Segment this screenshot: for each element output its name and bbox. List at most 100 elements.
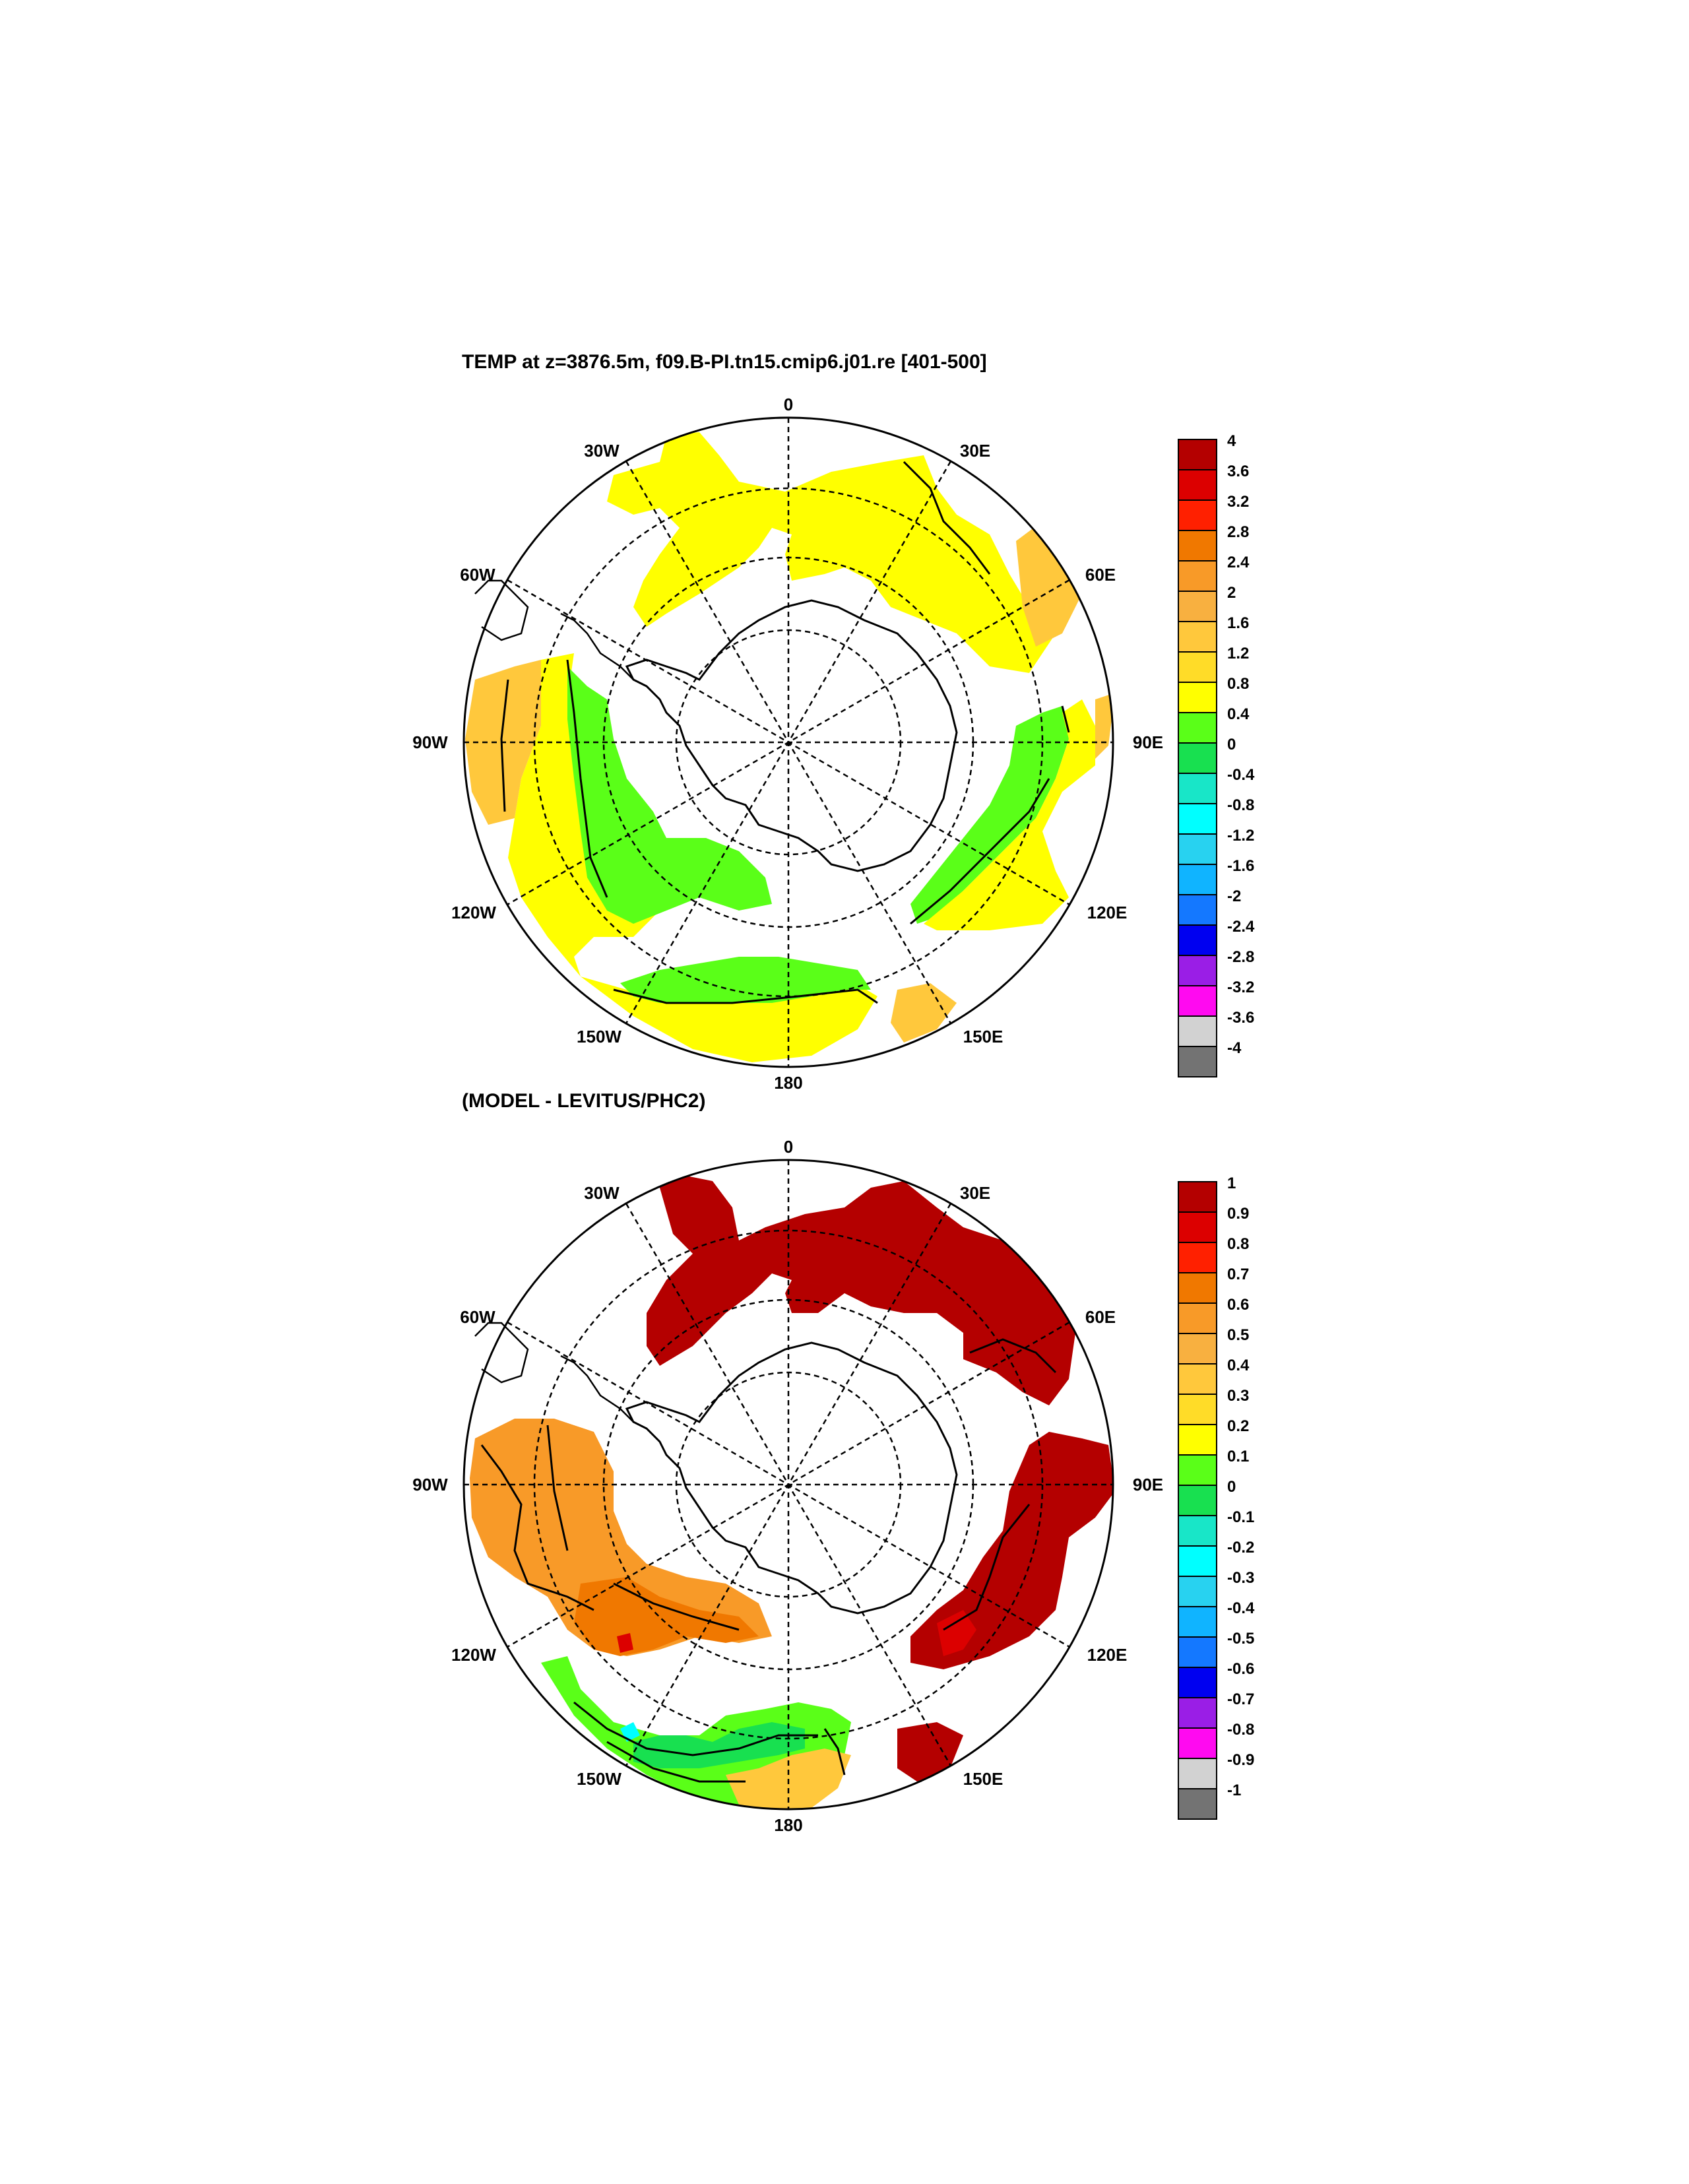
- diff-field: [470, 1174, 1113, 1809]
- colorbar-label: 2: [1227, 584, 1236, 602]
- colorbar-swatch: [1178, 894, 1217, 926]
- region-pacific-orange: [465, 660, 548, 825]
- temp-field: [465, 432, 1113, 1062]
- map-boundary-1: [462, 416, 1114, 1068]
- colorbar-label: -0.9: [1227, 1751, 1254, 1769]
- region-atlantic-warm: [607, 432, 1056, 673]
- lon-label-90w: 90W: [412, 1475, 448, 1494]
- colorbar-label: 2.4: [1227, 554, 1250, 571]
- lon-label-30e: 30E: [960, 1183, 990, 1203]
- lon-label-30w: 30W: [584, 441, 620, 461]
- south-america-tip-2: [474, 1322, 529, 1384]
- colorbar-label: 2.8: [1227, 523, 1249, 541]
- colorbar-label: -2: [1227, 887, 1241, 905]
- colorbar-swatch: [1178, 864, 1217, 895]
- colorbar-label: -0.5: [1227, 1630, 1254, 1648]
- colorbar-swatch: [1178, 1697, 1217, 1729]
- lon-label-120w: 120W: [451, 1645, 496, 1665]
- colorbar-label: 0.5: [1227, 1326, 1249, 1344]
- lon-labels-2: 0 30E 60E 90E 120E 150E 180 150W 120W 90…: [412, 1137, 1163, 1835]
- colorbar-label: 3.6: [1227, 463, 1249, 480]
- colorbar-swatch: [1178, 1363, 1217, 1395]
- colorbar-label: 0.4: [1227, 1357, 1250, 1374]
- colorbar-swatch: [1178, 651, 1217, 683]
- colorbar-label: 0.9: [1227, 1205, 1249, 1223]
- antarctica-coastline-2: [625, 1341, 958, 1615]
- region-pacific-green: [567, 666, 772, 924]
- colorbar-label: 0.4: [1227, 705, 1250, 723]
- lon-label-180: 180: [774, 1073, 802, 1093]
- region-east-indian-red: [937, 1610, 976, 1656]
- meridians-1: [464, 418, 1113, 1067]
- meridians-2: [464, 1160, 1113, 1809]
- colorbar-label: -1.6: [1227, 857, 1254, 875]
- colorbar-label: 0.1: [1227, 1448, 1249, 1465]
- lon-label-60e: 60E: [1085, 565, 1116, 585]
- lon-label-60w: 60W: [460, 565, 495, 585]
- colorbar-label: -0.2: [1227, 1539, 1254, 1557]
- colorbar-swatch: [1178, 469, 1217, 501]
- colorbar-swatch: [1178, 439, 1217, 470]
- lon-label-90e: 90E: [1133, 1475, 1163, 1494]
- colorbar-swatch: [1178, 1727, 1217, 1759]
- colorbar-label: -3.2: [1227, 979, 1254, 996]
- colorbar-label: 4: [1227, 432, 1236, 450]
- colorbar-swatch: [1178, 1046, 1217, 1077]
- lon-label-30w: 30W: [584, 1183, 620, 1203]
- colorbar-swatch: [1178, 955, 1217, 986]
- colorbar-swatch: [1178, 591, 1217, 622]
- colorbar-label: -2.8: [1227, 948, 1254, 966]
- colorbar-label: -4: [1227, 1039, 1242, 1057]
- region-pacific-orange-2: [470, 1419, 772, 1656]
- region-ross-green: [620, 957, 871, 1003]
- colorbar-label: 0.3: [1227, 1387, 1249, 1405]
- lon-label-60w: 60W: [460, 1307, 495, 1327]
- colorbar-swatch: [1178, 1394, 1217, 1425]
- colorbar-2: 1 0.9 0.8 0.7 0.6 0.5 0.4 0.3 0.2 0.1 0 -0.1 -0.2 -0.…: [1178, 1174, 1255, 1820]
- map-panel-1: 0 30E 60E 90E 120E 150E 180 150W 120W 90…: [412, 395, 1255, 1093]
- region-east-indian-dark-red: [910, 1432, 1113, 1669]
- colorbar-swatch: [1178, 1211, 1217, 1243]
- panel2-title: (MODEL - LEVITUS/PHC2): [462, 1090, 706, 1112]
- lon-label-90e: 90E: [1133, 732, 1163, 752]
- antarctic-peninsula-2: [560, 1355, 634, 1423]
- colorbar-label: -0.8: [1227, 1721, 1254, 1739]
- region-east-indian-yellow: [924, 699, 1095, 930]
- lon-label-0: 0: [784, 1137, 793, 1157]
- colorbar-1: 4 3.6 3.2 2.8 2.4 2 1.6 1.2 0.8 0.4 0 -0.4 -0.8 -1.2 -…: [1178, 432, 1255, 1077]
- region-ne-orange: [1095, 693, 1113, 759]
- region-pacific-red-spot: [617, 1633, 633, 1653]
- colorbar-label: 0.7: [1227, 1266, 1249, 1283]
- map-boundary-2: [462, 1159, 1114, 1811]
- colorbar-swatch: [1178, 833, 1217, 865]
- colorbar-label: -0.3: [1227, 1569, 1254, 1587]
- lon-label-120e: 120E: [1087, 1645, 1128, 1665]
- colorbar-swatch: [1178, 773, 1217, 804]
- colorbar-swatch: [1178, 1272, 1217, 1304]
- colorbar-swatch: [1178, 1545, 1217, 1577]
- colorbar-label: -0.6: [1227, 1660, 1254, 1678]
- colorbar-label: 0.8: [1227, 675, 1249, 693]
- colorbar-label: -1: [1227, 1782, 1241, 1799]
- colorbar-swatch: [1178, 1181, 1217, 1213]
- colorbar-swatch: [1178, 712, 1217, 744]
- colorbar-swatch: [1178, 1485, 1217, 1516]
- colorbar-swatch: [1178, 560, 1217, 592]
- colorbar-swatch: [1178, 1302, 1217, 1334]
- antarctica-coastline-1: [625, 599, 958, 872]
- colorbar-label: -3.6: [1227, 1009, 1254, 1027]
- colorbar-swatch: [1178, 1667, 1217, 1698]
- colorbar-label: 0: [1227, 1478, 1236, 1496]
- colorbar-swatch: [1178, 924, 1217, 956]
- lon-label-150w: 150W: [577, 1769, 621, 1789]
- colorbar-swatch: [1178, 1788, 1217, 1820]
- colorbar-swatch: [1178, 803, 1217, 835]
- region-se-dark-red-2: [897, 1722, 963, 1782]
- colorbar-swatch: [1178, 621, 1217, 653]
- region-atlantic-dark-red: [647, 1174, 1075, 1405]
- lon-label-0: 0: [784, 395, 793, 414]
- colorbar-swatch: [1178, 742, 1217, 774]
- colorbar-label: -0.7: [1227, 1690, 1254, 1708]
- colorbar-label: -0.4: [1227, 1599, 1255, 1617]
- colorbar-label: -2.4: [1227, 918, 1255, 936]
